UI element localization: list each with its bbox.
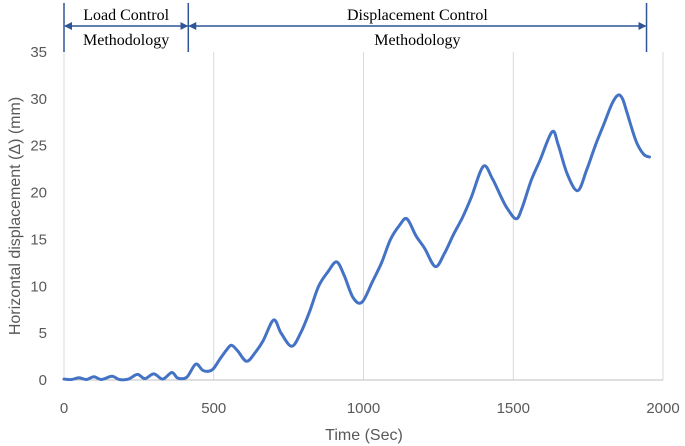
load-control-label-line2: Methodology (83, 32, 169, 49)
x-tick-label-500: 500 (201, 400, 226, 417)
y-tick-label-35: 35 (30, 44, 47, 61)
y-tick-labels: 0 5 10 15 20 25 30 35 (30, 44, 47, 389)
y-axis-title: Horizontal displacement (Δ) (mm) (7, 97, 24, 335)
x-tick-label-0: 0 (60, 400, 68, 417)
gridlines (63, 52, 664, 380)
y-tick-label-15: 15 (30, 231, 47, 248)
displacement-series-line (62, 93, 651, 382)
x-tick-label-1500: 1500 (497, 400, 530, 417)
methodology-annotations: Load Control Methodology Displacement Co… (63, 3, 648, 52)
x-axis-title: Time (Sec) (325, 427, 403, 444)
y-tick-label-5: 5 (39, 325, 47, 342)
y-tick-label-25: 25 (30, 138, 47, 155)
y-tick-label-30: 30 (30, 91, 47, 108)
y-tick-label-10: 10 (30, 278, 47, 295)
x-tick-label-2000: 2000 (646, 400, 679, 417)
x-tick-label-1000: 1000 (347, 400, 380, 417)
displacement-control-label-line1: Displacement Control (347, 7, 488, 24)
displacement-control-label-line2: Methodology (374, 32, 460, 49)
y-tick-label-0: 0 (39, 372, 47, 389)
load-control-label-line1: Load Control (83, 7, 169, 24)
y-tick-label-20: 20 (30, 185, 47, 202)
x-tick-labels: 0 500 1000 1500 2000 (60, 400, 680, 417)
